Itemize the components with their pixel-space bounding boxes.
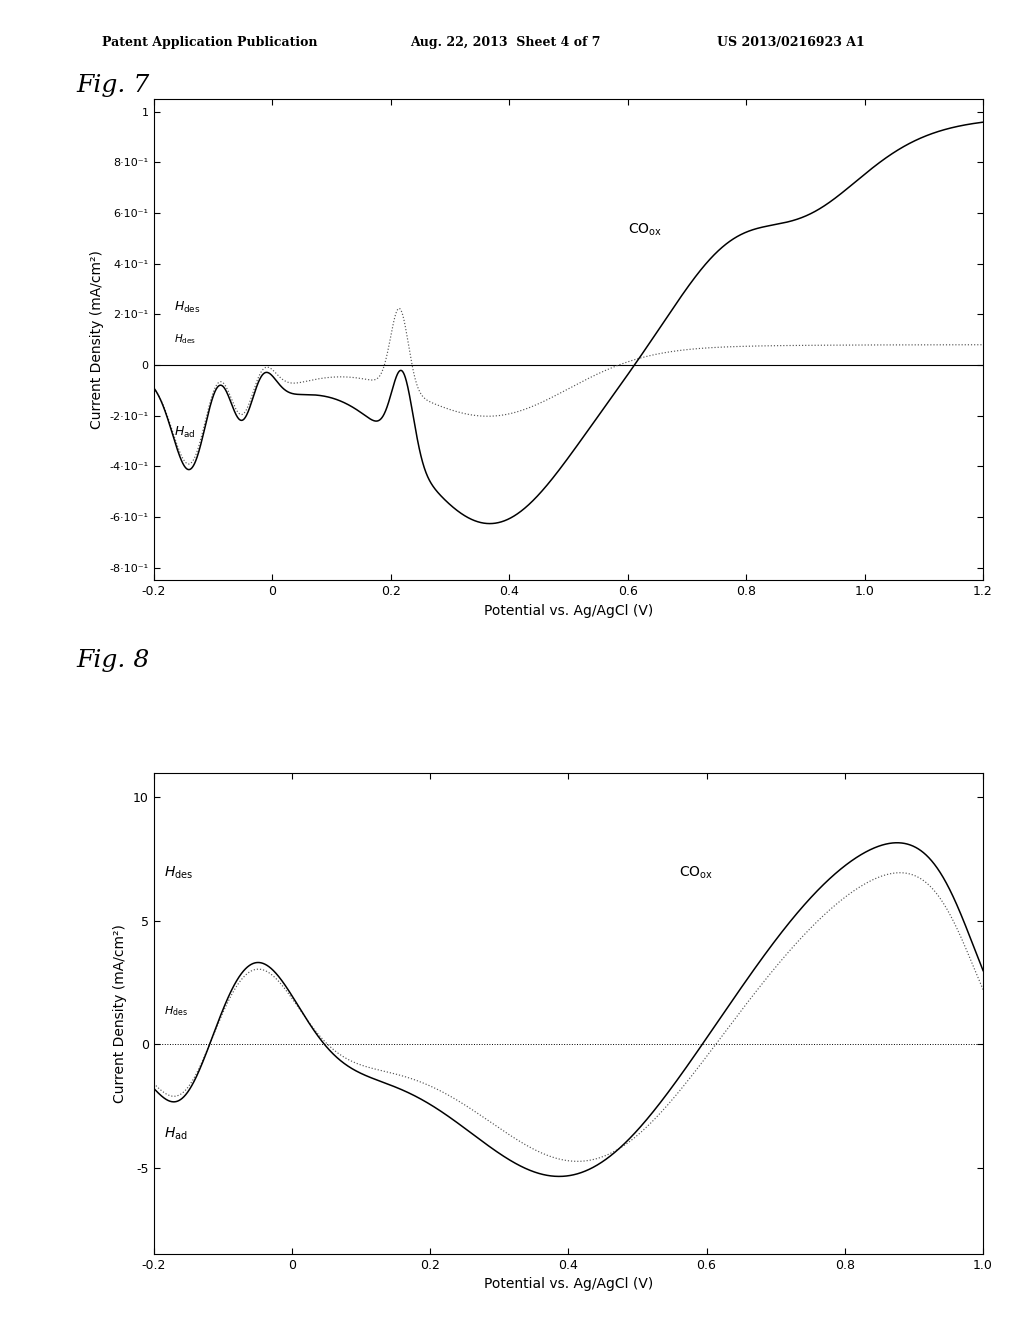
Text: $\mathit{H}_\mathrm{ad}$: $\mathit{H}_\mathrm{ad}$ xyxy=(164,1126,187,1142)
Text: Aug. 22, 2013  Sheet 4 of 7: Aug. 22, 2013 Sheet 4 of 7 xyxy=(410,36,600,49)
Text: Patent Application Publication: Patent Application Publication xyxy=(102,36,317,49)
X-axis label: Potential vs. Ag/AgCl (V): Potential vs. Ag/AgCl (V) xyxy=(483,1278,653,1291)
Text: US 2013/0216923 A1: US 2013/0216923 A1 xyxy=(717,36,864,49)
Text: $\mathit{H}_\mathrm{des}$: $\mathit{H}_\mathrm{des}$ xyxy=(174,333,197,346)
Y-axis label: Current Density (mA/cm²): Current Density (mA/cm²) xyxy=(114,924,127,1102)
Text: $\mathit{H}_\mathrm{ad}$: $\mathit{H}_\mathrm{ad}$ xyxy=(174,425,196,440)
Text: $\mathrm{CO_{ox}}$: $\mathrm{CO_{ox}}$ xyxy=(679,865,713,880)
Y-axis label: Current Density (mA/cm²): Current Density (mA/cm²) xyxy=(90,251,104,429)
X-axis label: Potential vs. Ag/AgCl (V): Potential vs. Ag/AgCl (V) xyxy=(483,603,653,618)
Text: $\mathit{H}_\mathrm{des}$: $\mathit{H}_\mathrm{des}$ xyxy=(164,865,194,880)
Text: $\mathit{H}_\mathrm{des}$: $\mathit{H}_\mathrm{des}$ xyxy=(174,300,201,314)
Text: $\mathrm{CO_{ox}}$: $\mathrm{CO_{ox}}$ xyxy=(628,222,662,238)
Text: Fig. 8: Fig. 8 xyxy=(77,648,151,672)
Text: $\mathit{H}_\mathrm{des}$: $\mathit{H}_\mathrm{des}$ xyxy=(164,1005,187,1019)
Text: Fig. 7: Fig. 7 xyxy=(77,74,151,98)
